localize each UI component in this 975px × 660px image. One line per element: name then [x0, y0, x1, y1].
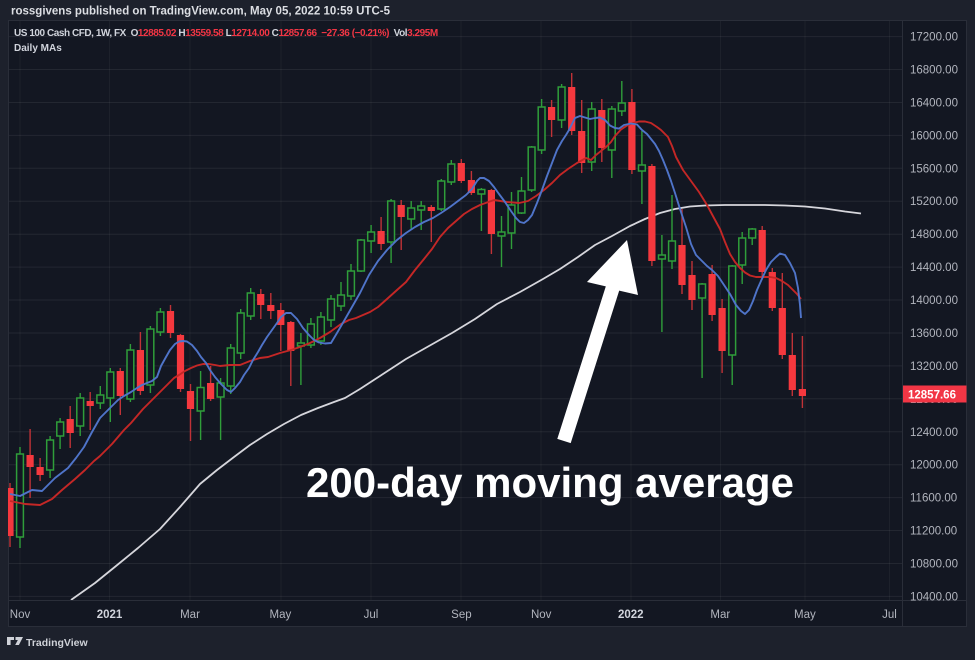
svg-text:10800.00: 10800.00	[910, 559, 958, 571]
svg-text:Jul: Jul	[364, 609, 379, 621]
svg-text:12400.00: 12400.00	[910, 427, 958, 439]
svg-text:15600.00: 15600.00	[910, 163, 958, 175]
svg-text:12857.66: 12857.66	[908, 390, 956, 402]
svg-text:Mar: Mar	[180, 609, 200, 621]
svg-text:11600.00: 11600.00	[910, 493, 957, 505]
svg-text:15200.00: 15200.00	[910, 196, 958, 208]
svg-text:17200.00: 17200.00	[910, 32, 958, 44]
svg-text:Mar: Mar	[710, 609, 730, 621]
svg-text:May: May	[794, 609, 816, 621]
svg-text:Daily MAs: Daily MAs	[14, 43, 62, 54]
svg-text:16000.00: 16000.00	[910, 130, 958, 142]
svg-text:12000.00: 12000.00	[910, 460, 958, 472]
svg-text:200-day moving average: 200-day moving average	[306, 459, 794, 506]
svg-text:TradingView: TradingView	[26, 637, 88, 649]
svg-text:14400.00: 14400.00	[910, 262, 958, 274]
svg-text:13200.00: 13200.00	[910, 361, 958, 373]
svg-text:14000.00: 14000.00	[910, 295, 958, 307]
svg-text:11200.00: 11200.00	[910, 526, 957, 538]
svg-text:10400.00: 10400.00	[910, 591, 958, 603]
svg-text:16400.00: 16400.00	[910, 98, 958, 110]
svg-text:May: May	[270, 609, 292, 621]
svg-text:rossgivens published on Tradin: rossgivens published on TradingView.com,…	[11, 6, 391, 18]
svg-text:Nov: Nov	[10, 609, 31, 621]
svg-text:Nov: Nov	[531, 609, 552, 621]
svg-text:13600.00: 13600.00	[910, 328, 958, 340]
svg-text:US 100 Cash CFD, 1W, FX O1288: US 100 Cash CFD, 1W, FX O12885.02 H13559…	[14, 28, 438, 39]
svg-text:2021: 2021	[97, 609, 123, 621]
svg-text:Sep: Sep	[451, 609, 471, 621]
svg-text:14800.00: 14800.00	[910, 229, 958, 241]
svg-text:16800.00: 16800.00	[910, 65, 958, 77]
svg-text:2022: 2022	[618, 609, 644, 621]
svg-text:Jul: Jul	[882, 609, 897, 621]
